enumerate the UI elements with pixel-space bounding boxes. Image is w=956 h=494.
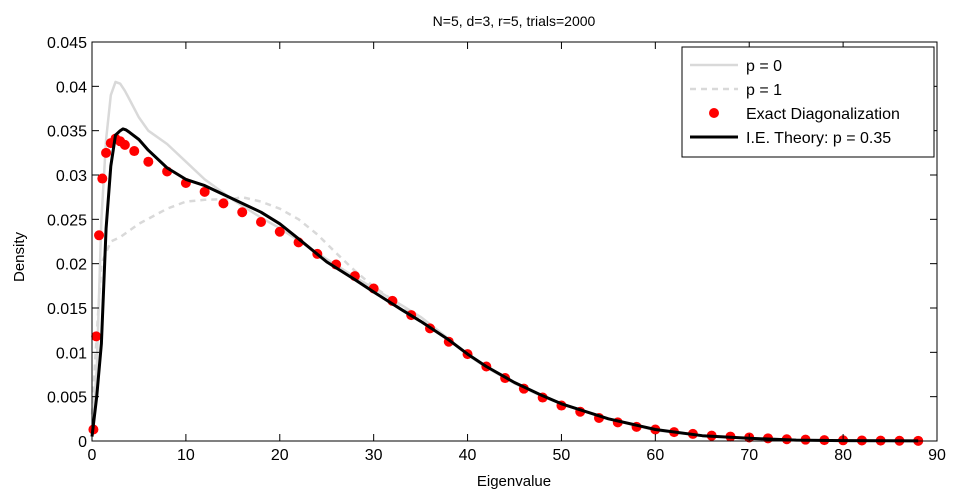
ie-theory-line <box>90 127 919 443</box>
legend-label: p = 0 <box>746 58 782 75</box>
ticks-layer: 0 10 20 30 40 50 60 70 80 90 0 0.005 0.01 0.015 0.02 0.… <box>47 35 946 464</box>
chart-title: N=5, d=3, r=5, trials=2000 <box>433 13 596 29</box>
y-tick-label: 0 <box>78 434 87 451</box>
y-tick-label: 0.045 <box>47 35 87 52</box>
exact-diag-point <box>256 216 266 227</box>
x-tick-label: 90 <box>928 447 946 464</box>
x-tick-label: 40 <box>459 447 477 464</box>
exact-diag-point <box>94 230 105 241</box>
x-tick-label: 30 <box>365 447 383 464</box>
exact-diag-point <box>97 173 108 184</box>
x-tick-label: 50 <box>553 447 571 464</box>
exact-diag-point <box>119 139 130 150</box>
legend: p = 0 p = 1 Exact Diagonalization I.E. Theo… <box>681 46 935 158</box>
y-tick-label: 0.035 <box>47 124 87 141</box>
exact-diag-point <box>237 207 248 218</box>
legend-label: I.E. Theory: p = 0.35 <box>746 130 891 147</box>
x-tick-label: 10 <box>177 447 195 464</box>
x-tick-label: 0 <box>88 447 97 464</box>
exact-diag-point <box>218 198 229 209</box>
y-tick-label: 0.03 <box>56 168 87 185</box>
exact-diag-point <box>101 147 112 158</box>
x-axis-label: Eigenvalue <box>477 473 551 490</box>
x-tick-label: 60 <box>646 447 664 464</box>
legend-label: p = 1 <box>746 82 782 99</box>
x-tick-label: 20 <box>271 447 289 464</box>
y-tick-label: 0.025 <box>47 212 87 229</box>
x-tick-label: 80 <box>834 447 852 464</box>
exact-diag-point <box>129 146 140 157</box>
y-tick-label: 0.01 <box>56 345 87 362</box>
legend-label: Exact Diagonalization <box>746 106 900 123</box>
exact-diag-point <box>274 226 285 237</box>
exact-diag-point <box>91 331 102 342</box>
legend-marker <box>709 108 719 118</box>
y-tick-label: 0.015 <box>47 301 87 318</box>
exact-diag-point <box>143 156 154 167</box>
p1-line <box>90 195 919 443</box>
y-tick-label: 0.02 <box>56 257 87 274</box>
x-tick-label: 70 <box>740 447 758 464</box>
y-axis-label: Density <box>11 231 28 282</box>
exact-diag-point <box>199 186 210 197</box>
plot-frame <box>91 41 938 442</box>
y-tick-label: 0.005 <box>47 390 87 407</box>
y-tick-label: 0.04 <box>56 79 87 96</box>
